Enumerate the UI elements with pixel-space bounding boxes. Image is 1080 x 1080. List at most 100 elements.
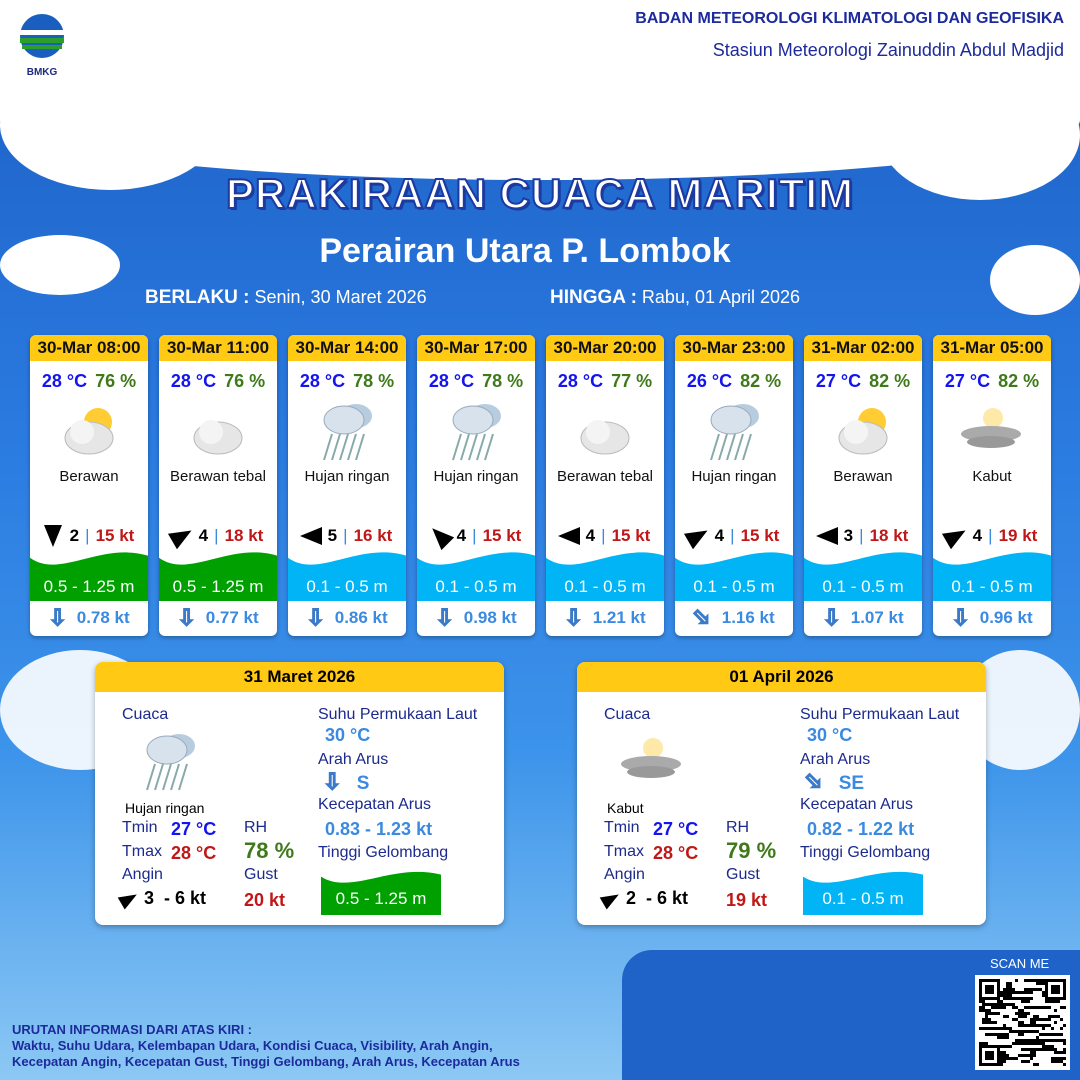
panel-date: 01 April 2026 bbox=[577, 662, 986, 692]
label-tmin: Tmin bbox=[604, 819, 640, 836]
forecast-card: 30-Mar 23:00 26 °C 82 % Hujan ringan 4 | 15… bbox=[675, 335, 793, 636]
partly-cloudy-icon bbox=[828, 398, 898, 462]
wave-graphic bbox=[804, 547, 922, 601]
current-speed: 0.96 kt bbox=[979, 608, 1033, 627]
wind-direction-icon bbox=[425, 521, 454, 551]
label-angin: Angin bbox=[122, 866, 163, 883]
wind-range: 3 - 6 kt bbox=[144, 888, 207, 908]
wave-graphic bbox=[159, 547, 277, 601]
wave-graphic bbox=[803, 867, 923, 920]
current-direction-icon: ⇩ bbox=[798, 766, 830, 798]
wave-height: 0.1 - 0.5 m bbox=[951, 577, 1033, 596]
wind-speed: 5 bbox=[327, 526, 338, 545]
current-direction-icon: ⇩ bbox=[322, 769, 342, 795]
forecast-time: 30-Mar 23:00 bbox=[675, 335, 793, 361]
label-cuaca: Cuaca bbox=[122, 706, 169, 723]
temperature: 28 °C bbox=[41, 371, 88, 391]
gust-speed: 15 kt bbox=[740, 526, 780, 545]
label-angin: Angin bbox=[604, 866, 645, 883]
divider: | bbox=[343, 526, 348, 545]
cloud bbox=[880, 70, 1080, 200]
wave-height: 0.1 - 0.5 m bbox=[693, 577, 775, 596]
gust-speed: 15 kt bbox=[482, 526, 522, 545]
label-rh: RH bbox=[244, 819, 268, 836]
current-direction-icon: ⇩ bbox=[822, 605, 841, 631]
weather-condition: Berawan bbox=[833, 468, 893, 485]
valid-to-date: Rabu, 01 April 2026 bbox=[641, 287, 801, 307]
label-tmax: Tmax bbox=[604, 843, 644, 860]
partly-cloudy-icon bbox=[54, 398, 124, 462]
divider: | bbox=[730, 526, 735, 545]
rain-icon bbox=[441, 398, 511, 462]
label-tmax: Tmax bbox=[122, 843, 162, 860]
agency-name: BADAN METEOROLOGI KLIMATOLOGI DAN GEOFIS… bbox=[635, 10, 1064, 27]
footer-line: Waktu, Suhu Udara, Kelembapan Udara, Kon… bbox=[12, 1038, 493, 1053]
wave-graphic bbox=[30, 547, 148, 601]
label-arah-arus: Arah Arus bbox=[318, 751, 389, 768]
current-speed: 0.78 kt bbox=[76, 608, 130, 627]
temperature: 26 °C bbox=[686, 371, 733, 391]
forecast-card: 31-Mar 05:00 27 °C 82 % Kabut 4 | 19 kt 0.1… bbox=[933, 335, 1051, 636]
sst-value: 30 °C bbox=[325, 725, 371, 745]
scan-me-label: SCAN ME bbox=[990, 956, 1050, 971]
current-direction-icon: ⇩ bbox=[48, 605, 67, 631]
temperature: 28 °C bbox=[428, 371, 475, 391]
humidity: 76 % bbox=[95, 371, 137, 391]
forecast-card: 30-Mar 08:00 28 °C 76 % Berawan 2 | 15 kt 0… bbox=[30, 335, 148, 636]
wind-speed: 4 bbox=[714, 526, 725, 545]
label-tmin: Tmin bbox=[122, 819, 158, 836]
page-subtitle: Perairan Utara P. Lombok bbox=[319, 232, 731, 270]
label-rh: RH bbox=[726, 819, 750, 836]
gust-speed: 15 kt bbox=[95, 526, 135, 545]
current-direction-icon: ⇩ bbox=[435, 605, 454, 631]
valid-to-label: HINGGA : bbox=[550, 287, 637, 308]
current-direction-icon: ⇩ bbox=[306, 605, 325, 631]
wind-direction-icon bbox=[167, 522, 196, 550]
humidity: 76 % bbox=[224, 371, 266, 391]
forecast-time: 31-Mar 02:00 bbox=[804, 335, 922, 361]
wave-height: 0.5 - 1.25 m bbox=[335, 889, 427, 908]
wind-range: 2 - 6 kt bbox=[626, 888, 689, 908]
valid-from: BERLAKU : Senin, 30 Maret 2026 bbox=[145, 287, 427, 309]
current-direction: SE bbox=[838, 773, 865, 794]
weather-condition: Berawan bbox=[59, 468, 119, 485]
fog-icon bbox=[957, 398, 1027, 462]
tmax-value: 28 °C bbox=[653, 843, 699, 863]
current-speed-range: 0.83 - 1.23 kt bbox=[325, 819, 433, 839]
wind-direction-icon bbox=[43, 525, 62, 547]
humidity: 78 % bbox=[482, 371, 524, 391]
wave-height: 0.1 - 0.5 m bbox=[564, 577, 646, 596]
label-sst: Suhu Permukaan Laut bbox=[318, 706, 478, 723]
current-direction-icon: ⇩ bbox=[951, 605, 970, 631]
forecast-card: 30-Mar 11:00 28 °C 76 % Berawan tebal 4 | 1… bbox=[159, 335, 277, 636]
label-tinggi-gelombang: Tinggi Gelombang bbox=[800, 844, 931, 861]
wind-speed: 4 bbox=[585, 526, 596, 545]
forecast-time: 30-Mar 17:00 bbox=[417, 335, 535, 361]
logo-text: BMKG bbox=[26, 67, 58, 78]
daily-summary-panel: 01 April 2026 Cuaca Kabut Tmin 27 °C Tma… bbox=[577, 662, 986, 925]
weather-condition: Hujan ringan bbox=[125, 800, 205, 816]
label-kecepatan-arus: Kecepatan Arus bbox=[318, 796, 431, 813]
temperature: 27 °C bbox=[944, 371, 991, 391]
label-sst: Suhu Permukaan Laut bbox=[800, 706, 960, 723]
current-speed-range: 0.82 - 1.22 kt bbox=[807, 819, 915, 839]
valid-from-label: BERLAKU : bbox=[145, 287, 250, 308]
footer-legend: URUTAN INFORMASI DARI ATAS KIRI : Waktu,… bbox=[12, 1022, 520, 1070]
wind-direction-icon bbox=[557, 527, 580, 545]
station-name: Stasiun Meteorologi Zainuddin Abdul Madj… bbox=[712, 40, 1064, 60]
wave-height: 0.1 - 0.5 m bbox=[435, 577, 517, 596]
weather-condition: Kabut bbox=[607, 800, 644, 816]
tmax-value: 28 °C bbox=[171, 843, 217, 863]
gust-speed: 16 kt bbox=[353, 526, 393, 545]
qr-code[interactable] bbox=[975, 975, 1070, 1070]
forecast-time: 30-Mar 11:00 bbox=[159, 335, 277, 361]
page-title: PRAKIRAAN CUACA MARITIM bbox=[225, 169, 855, 218]
rain-icon bbox=[312, 398, 382, 462]
gust-speed: 18 kt bbox=[224, 526, 264, 545]
forecast-card: 30-Mar 14:00 28 °C 78 % Hujan ringan 5 | 16… bbox=[288, 335, 406, 636]
current-speed: 1.21 kt bbox=[592, 608, 646, 627]
temperature: 28 °C bbox=[299, 371, 346, 391]
forecast-time: 30-Mar 08:00 bbox=[30, 335, 148, 361]
humidity: 82 % bbox=[869, 371, 911, 391]
cloud-icon bbox=[183, 398, 253, 462]
